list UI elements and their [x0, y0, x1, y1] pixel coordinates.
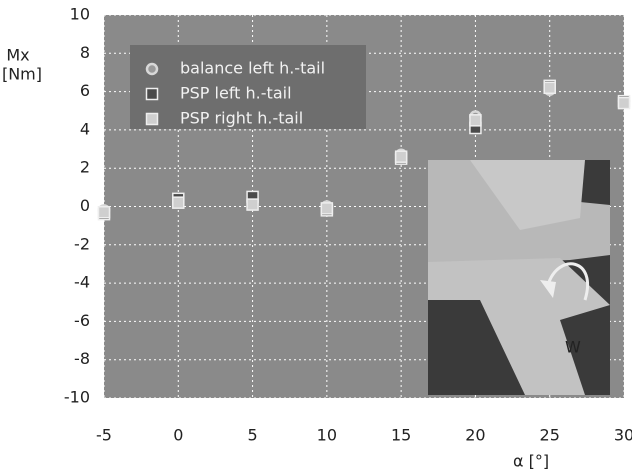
data-point [247, 199, 258, 210]
y-tick-label: -6 [74, 311, 90, 330]
y-tick-label: 10 [70, 5, 90, 24]
legend-marker [147, 89, 158, 100]
y-tick-label: 6 [80, 81, 90, 100]
legend-label: balance left h.-tail [180, 59, 325, 78]
data-point [321, 203, 332, 214]
data-point [619, 98, 630, 109]
data-point [396, 151, 407, 162]
y-tick-label: 2 [80, 158, 90, 177]
y-tick-label: -8 [74, 349, 90, 368]
y-tick-label: -2 [74, 234, 90, 253]
y-tick-label: 4 [80, 119, 90, 138]
x-tick-label: -5 [96, 426, 112, 445]
data-point [99, 207, 110, 218]
y-tick-label: 8 [80, 43, 90, 62]
x-tick-label: 0 [173, 426, 183, 445]
legend-label: PSP right h.-tail [180, 109, 303, 128]
y-axis-label: Mx [6, 46, 29, 65]
x-tick-label: 10 [317, 426, 337, 445]
data-point [173, 197, 184, 208]
data-point [470, 115, 481, 126]
y-tick-label: 0 [80, 196, 90, 215]
x-axis-label: α [°] [513, 452, 549, 471]
chart: W Mx [Nm] α [°] -10 -8 -6 -4 -2 0 2 4 6 8 10 -5 0 5 10… [0, 0, 632, 474]
data-point [544, 82, 555, 93]
y-axis-label: [Nm] [2, 65, 42, 84]
y-tick-label: -4 [74, 273, 90, 292]
legend-marker [147, 64, 157, 74]
legend-label: PSP left h.-tail [180, 84, 292, 103]
x-tick-label: 20 [465, 426, 485, 445]
x-tick-label: 30 [614, 426, 632, 445]
x-tick-label: 15 [391, 426, 411, 445]
photo-label: W [565, 338, 581, 357]
x-tick-label: 25 [540, 426, 560, 445]
x-tick-label: 5 [247, 426, 257, 445]
inset-photo: W [428, 160, 610, 395]
y-tick-label: -10 [64, 388, 90, 407]
legend-marker [147, 114, 158, 125]
